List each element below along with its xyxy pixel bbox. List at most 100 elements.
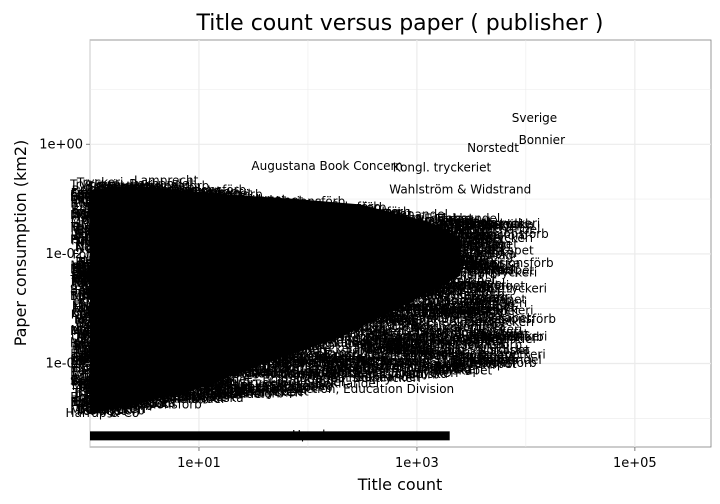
- baseline-row: [90, 431, 450, 441]
- cluster-label: Förlag: [296, 378, 333, 392]
- cluster-label: Bokhandel: [161, 392, 224, 406]
- cluster-label: Missionsförb: [447, 338, 522, 352]
- cluster-label: Boktryckeri: [339, 361, 407, 375]
- dense-point-cluster: FörlagBokhandelTryckeriBoktryckeriFörlag…: [69, 176, 556, 441]
- cluster-label: Förlaget: [365, 331, 414, 345]
- cluster-label: Tryckeri: [252, 361, 299, 375]
- point-label: Lamprecht: [134, 173, 199, 187]
- cluster-label: Förlag: [407, 329, 444, 343]
- cluster-label: Nordiska: [420, 348, 472, 362]
- cluster-label: Nordiska: [464, 247, 516, 261]
- cluster-label: Förlaget: [388, 344, 437, 358]
- cluster-label: Boktryckeri: [441, 303, 509, 317]
- cluster-label: Missionsförb: [481, 312, 556, 326]
- cluster-label: Bokhandel: [478, 353, 541, 367]
- cluster-label: Boktryckeri: [454, 325, 522, 339]
- cluster-label: Tryckeri: [354, 325, 401, 339]
- cluster-label: Bokhandel: [374, 311, 437, 325]
- cluster-label: Missionsförb: [430, 287, 505, 301]
- cluster-label: Bokhandel: [439, 219, 502, 233]
- cluster-label: Förlag: [334, 350, 371, 364]
- cluster-label: Boktryckeri: [472, 216, 540, 230]
- cluster-label: Förlaget: [293, 371, 342, 385]
- cluster-label: Nordiska: [267, 367, 319, 381]
- cluster-label: Tryckeri: [365, 341, 412, 355]
- cluster-label: Tryckeri: [324, 358, 371, 372]
- cluster-label: Tryckeri: [376, 366, 423, 380]
- cluster-label: Sällskapet: [458, 304, 520, 318]
- cluster-label: Tryckeri: [312, 349, 359, 363]
- cluster-label: Boktryckeri: [479, 329, 547, 343]
- x-tick-label: 1e+05: [613, 456, 657, 471]
- cluster-label: Nordiska: [308, 366, 360, 380]
- point-label: Kongl. tryckeriet: [393, 160, 492, 174]
- cluster-label: Missionsförb: [462, 356, 537, 370]
- cluster-label: Sällskapet: [451, 354, 513, 368]
- cluster-label: Boktryckeri: [459, 296, 527, 310]
- point-label: Norstedt: [467, 141, 519, 155]
- cluster-label: Tryckeri: [319, 352, 366, 366]
- cluster-label: Förlag: [380, 315, 417, 329]
- cluster-label: Förlaget: [452, 353, 501, 367]
- cluster-label: Boktryckeri: [390, 366, 458, 380]
- cluster-label: Bokhandel: [326, 362, 389, 376]
- cluster-label: Sällskapet: [330, 371, 392, 385]
- cluster-label: Bokhandel: [451, 262, 514, 276]
- cluster-label: Missionsförb: [382, 311, 457, 325]
- cluster-label: Förlag: [452, 280, 489, 294]
- cluster-label: Bokhandel: [456, 220, 519, 234]
- cluster-label: Bokhandel: [395, 338, 458, 352]
- cluster-label: Tryckeri: [76, 176, 123, 190]
- cluster-label: Bokhandel: [437, 212, 500, 226]
- cluster-label: Boktryckeri: [402, 346, 470, 360]
- cluster-label: Förlag: [435, 361, 472, 375]
- cluster-label: Boktryckeri: [400, 296, 468, 310]
- cluster-label: Sällskapet: [402, 324, 464, 338]
- cluster-label: Boktryckeri: [251, 365, 319, 379]
- point-label: Education Section, Education Division: [227, 382, 454, 396]
- cluster-label: Tryckeri: [465, 290, 512, 304]
- cluster-label: Bokhandel: [472, 332, 535, 346]
- point-label: Sverige: [512, 111, 557, 125]
- point-label: Bonnier: [519, 133, 566, 147]
- cluster-label: Bokhandel: [441, 316, 504, 330]
- cluster-label: Missionsförb: [268, 355, 343, 369]
- cluster-label: Förlaget: [404, 348, 453, 362]
- cluster-label: Bokhandel: [423, 327, 486, 341]
- cluster-label: Tryckeri: [188, 390, 235, 404]
- cluster-label: Sällskapet: [472, 264, 534, 278]
- cluster-label: Förlaget: [464, 314, 513, 328]
- cluster-label: Boktryckeri: [325, 348, 393, 362]
- cluster-label: Förlaget: [265, 380, 314, 394]
- cluster-label: Bokhandel: [284, 352, 347, 366]
- cluster-label: Sällskapet: [470, 311, 532, 325]
- cluster-label: Förlag: [282, 362, 319, 376]
- cluster-label: Missionsförb: [469, 330, 544, 344]
- cluster-label: Förlag: [362, 359, 399, 373]
- cluster-label: Sällskapet: [456, 263, 518, 277]
- cluster-label: Sällskapet: [369, 329, 431, 343]
- cluster-label: Nordiska: [284, 368, 336, 382]
- cluster-label: Missionsförb: [70, 403, 145, 417]
- cluster-label: Sällskapet: [368, 330, 430, 344]
- cluster-label: Tryckeri: [410, 323, 457, 337]
- cluster-label: Nordiska: [410, 321, 462, 335]
- cluster-label: Förlag: [389, 338, 426, 352]
- cluster-label: Tryckeri: [363, 340, 410, 354]
- cluster-label: Missionsförb: [277, 355, 352, 369]
- cluster-label: Boktryckeri: [235, 385, 303, 399]
- cluster-label: Missionsförb: [294, 357, 369, 371]
- cluster-label: Förlag: [410, 346, 447, 360]
- cluster-label: Sällskapet: [452, 350, 514, 364]
- cluster-label: Tryckeri: [466, 263, 513, 277]
- cluster-label: Förlaget: [466, 300, 515, 314]
- cluster-label: Bokhandel: [392, 337, 455, 351]
- cluster-label: Förlag: [392, 319, 429, 333]
- cluster-label: Sällskapet: [247, 384, 309, 398]
- cluster-label: Tryckeri: [354, 339, 401, 353]
- cluster-label: Nordiska: [366, 318, 418, 332]
- cluster-label: Boktryckeri: [389, 302, 457, 316]
- cluster-label: Boktryckeri: [424, 294, 492, 308]
- cluster-label: Boktryckeri: [465, 304, 533, 318]
- cluster-label: Förlaget: [407, 303, 456, 317]
